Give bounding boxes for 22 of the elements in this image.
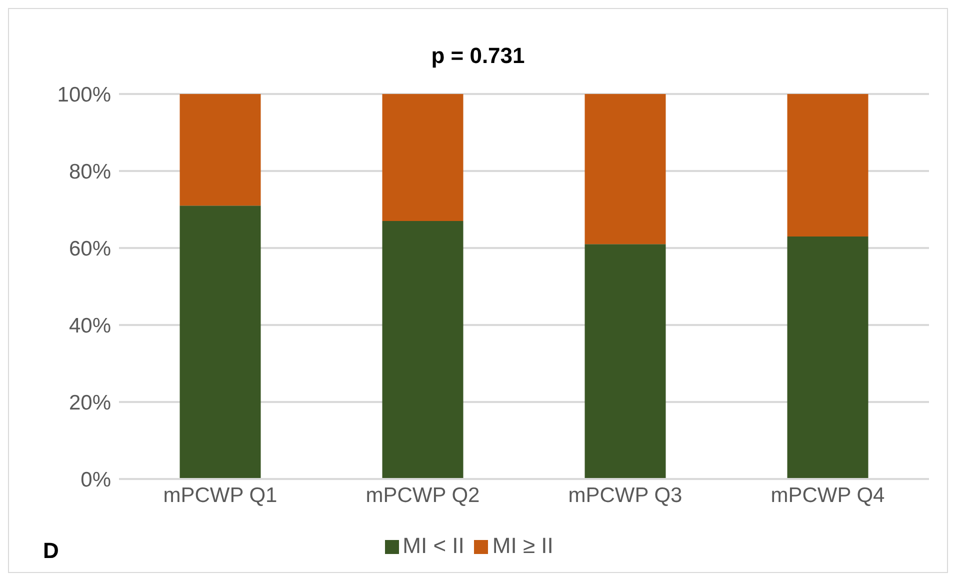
- text: D: [43, 538, 59, 564]
- legend-label: MI < II: [402, 533, 464, 558]
- bar: [787, 94, 868, 236]
- x-tick-label: mPCWP Q4: [770, 484, 886, 507]
- legend-label: MI ≥ II: [492, 533, 554, 558]
- bar: [584, 94, 666, 244]
- y-tick-label: 80%: [68, 160, 111, 184]
- bar: [787, 236, 868, 479]
- x-tick-label: mPCWP Q3: [568, 484, 682, 507]
- chart-title: p = 0.731: [430, 43, 526, 69]
- x-tick-label: mPCWP Q2: [366, 484, 480, 507]
- x-tick-label: mPCWP Q1: [163, 484, 278, 507]
- bar: [382, 221, 464, 479]
- y-tick-label: 20%: [68, 391, 111, 414]
- bar: [180, 94, 261, 206]
- bar: [180, 206, 261, 479]
- y-tick-label: 60%: [68, 237, 111, 260]
- bar: [584, 244, 666, 479]
- bar: [382, 94, 464, 222]
- y-tick-label: 40%: [68, 314, 111, 338]
- y-tick-label: 0%: [80, 468, 111, 492]
- y-tick-label: 100%: [57, 83, 111, 106]
